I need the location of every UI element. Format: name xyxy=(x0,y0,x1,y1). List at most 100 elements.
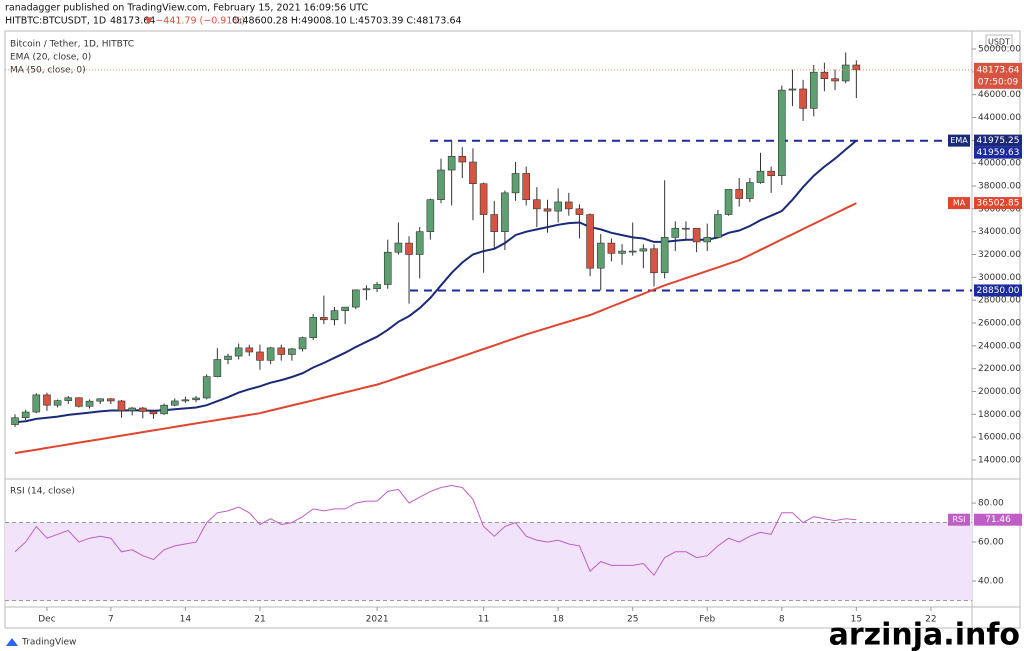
x-tick-label: 15 xyxy=(851,615,862,625)
candle-body xyxy=(809,71,818,109)
ema-value: 41975.25 xyxy=(977,136,1020,146)
x-tick-label: 25 xyxy=(627,615,638,625)
candle-body xyxy=(234,347,243,357)
candle-body xyxy=(85,400,94,407)
candle-body xyxy=(330,310,339,321)
last-price-label: 48173.64 xyxy=(977,65,1020,75)
candle-body xyxy=(53,400,62,406)
candle-body xyxy=(245,347,254,353)
x-tick-label: 11 xyxy=(478,615,489,625)
price: 48173.64 xyxy=(110,16,155,27)
level-value-box xyxy=(974,284,1022,297)
ma-tag-box xyxy=(948,197,970,210)
rsi-band xyxy=(5,522,972,601)
candle-body xyxy=(564,201,573,210)
candle-body xyxy=(96,398,104,402)
ma-line xyxy=(14,202,857,455)
candle-body xyxy=(256,351,264,361)
candle-body xyxy=(756,170,765,183)
y-tick-label: 50000.00 xyxy=(978,45,1021,55)
x-tick-label: 22 xyxy=(925,615,936,625)
x-tick-label: Dec xyxy=(38,615,55,625)
candle-body xyxy=(831,78,839,82)
candle-body xyxy=(767,170,775,177)
candle-body xyxy=(170,400,179,406)
candle-body xyxy=(277,347,286,355)
ema-legend: EMA (20, close, 0) xyxy=(10,53,91,63)
ma-value-box xyxy=(974,197,1022,210)
candle-body xyxy=(852,64,861,71)
rsi-legend: RSI (14, close) xyxy=(10,487,75,497)
candle-body xyxy=(799,88,807,109)
y-tick-label: 22000.00 xyxy=(978,364,1021,374)
ma-value: 36502.85 xyxy=(977,199,1020,209)
candle-body xyxy=(75,397,83,407)
ohlc: O:48600.28 H:49008.10 L:45703.39 C:48173… xyxy=(232,16,462,27)
candle-body xyxy=(511,173,520,194)
change: ▼ −441.79 (−0.91%) xyxy=(145,16,245,27)
x-tick-label: 21 xyxy=(254,615,265,625)
candle-body xyxy=(607,242,616,254)
candle-body xyxy=(692,227,701,243)
candle-body xyxy=(660,237,669,274)
y-tick-label: 34000.00 xyxy=(978,227,1021,237)
candle-body xyxy=(841,64,850,82)
y-tick-label: 40000.00 xyxy=(978,159,1021,169)
x-tick-label: 8 xyxy=(779,615,785,625)
candle-body xyxy=(309,317,318,339)
unit-box xyxy=(985,34,1013,48)
y-tick-label: 32000.00 xyxy=(978,250,1021,260)
candle-body xyxy=(11,417,19,425)
candle-body xyxy=(351,289,360,308)
y-tick-label: 46000.00 xyxy=(978,90,1021,100)
candle-body xyxy=(628,250,637,253)
frame xyxy=(4,30,1021,629)
x-tick-label: 7 xyxy=(108,615,114,625)
candle-body xyxy=(415,231,424,255)
candle-body xyxy=(458,156,467,163)
candle-body xyxy=(724,189,733,215)
candle-body xyxy=(426,199,435,232)
candle-body xyxy=(298,337,307,350)
candle-body xyxy=(490,214,499,232)
candle-body xyxy=(117,400,126,411)
candle-body xyxy=(32,394,41,413)
candle-body xyxy=(575,208,584,215)
candle-body xyxy=(639,248,648,252)
rsi-tick-label: 60.00 xyxy=(978,538,1004,548)
candle-body xyxy=(128,407,136,411)
candle-body xyxy=(192,397,200,401)
candle-body xyxy=(21,411,30,419)
candle-body xyxy=(671,227,680,238)
rsi-line xyxy=(14,484,857,577)
x-tick-label: Feb xyxy=(699,615,715,625)
x-tick-label: 2021 xyxy=(366,615,389,625)
y-tick-label: 14000.00 xyxy=(978,455,1021,465)
candle-body xyxy=(213,359,222,377)
candle-body xyxy=(501,192,509,232)
y-tick-label: 20000.00 xyxy=(978,387,1021,397)
candle-body xyxy=(554,201,562,212)
y-tick-label: 44000.00 xyxy=(978,113,1021,123)
candle-body xyxy=(714,214,722,238)
candle-body xyxy=(469,161,477,185)
candle-body xyxy=(383,251,392,285)
candle-body xyxy=(394,242,403,253)
ma-legend: MA (50, close, 0) xyxy=(10,66,86,76)
ema-tag: EMA xyxy=(950,136,968,145)
candle-body xyxy=(777,89,786,177)
candle-body xyxy=(160,404,168,415)
candle-body xyxy=(650,248,658,274)
candle-body xyxy=(288,348,296,355)
x-tick-label: 14 xyxy=(180,615,192,625)
y-tick-label: 38000.00 xyxy=(978,182,1021,192)
rsi-tag: RSI xyxy=(953,515,966,524)
candle-body xyxy=(735,189,744,199)
candle-body xyxy=(149,411,158,415)
y-tick-label: 30000.00 xyxy=(978,273,1021,283)
candle-body xyxy=(224,355,232,360)
y-tick-label: 24000.00 xyxy=(978,341,1021,351)
level-value: 28850.00 xyxy=(977,286,1020,296)
candle-body xyxy=(202,376,211,399)
ma-tag: MA xyxy=(953,199,966,208)
